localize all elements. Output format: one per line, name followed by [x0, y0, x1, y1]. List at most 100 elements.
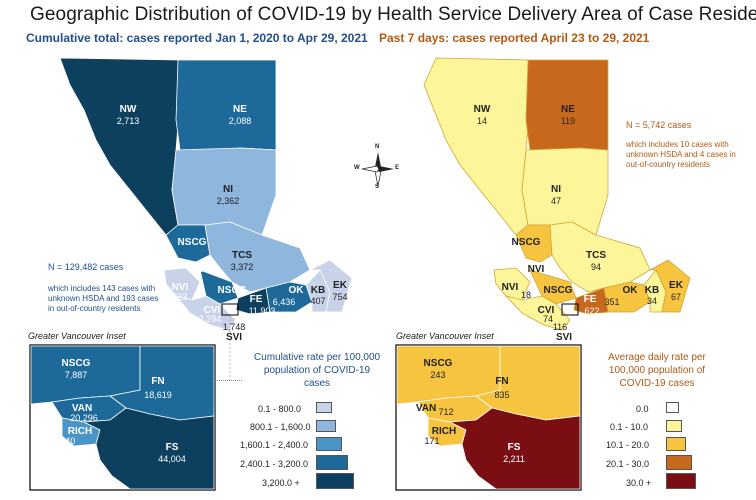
compass-n: N: [375, 144, 380, 150]
region-label-cvi-left: CVI: [204, 305, 221, 316]
inset-value-van-left: 20,296: [70, 413, 98, 423]
left-province-map: [59, 57, 353, 331]
region-nscg2-right[interactable]: [529, 269, 577, 305]
region-value-ne-left: 2,088: [229, 116, 252, 126]
region-nscg2-left[interactable]: [199, 269, 239, 305]
left-legend-label-0: 0.1 - 800.0: [258, 404, 302, 414]
region-value-ok-right: 351: [604, 297, 619, 307]
region-label-kb-left: KB: [311, 285, 325, 296]
region-label-ne-left: NE: [233, 104, 247, 115]
region-value-ni-left: 2,362: [217, 196, 240, 206]
right-panel-subtitle: Past 7 days: cases reported April 23 to …: [379, 31, 650, 45]
region-label-tcs-left: TCS: [232, 250, 252, 261]
region-label-ek-left: EK: [333, 280, 348, 291]
inset-value-fn-right: 835: [494, 390, 509, 400]
left-legend-label-3: 2,400.1 - 3,200.0: [240, 459, 309, 469]
region-value-fe-left: 11,903: [249, 306, 276, 316]
region-value-fe-right: 622: [584, 306, 599, 316]
region-label-nscg2-left: NSCG: [218, 285, 247, 296]
region-value-ek-right: 67: [671, 292, 681, 302]
region-ni-right[interactable]: [521, 147, 609, 236]
left-total: N = 129,482 cases: [48, 262, 124, 272]
region-fe-right[interactable]: [573, 287, 609, 315]
right-province-map: [423, 57, 691, 331]
inset-label-rich-right: RICH: [432, 426, 456, 437]
region-value-ek-left: 754: [332, 292, 347, 302]
region-label-ok-right: OK: [623, 285, 639, 296]
inset-value-rich-right: 171: [424, 436, 439, 446]
left-inset-map: NSCG 7,887 FN 18,619 VAN 20,296 RICH 3,6…: [29, 344, 216, 491]
inset-label-nscg-right: NSCG: [424, 358, 453, 369]
region-ek-left[interactable]: [309, 259, 353, 313]
inset-value-rich-left: 3,640: [53, 436, 76, 446]
left-legend-swatch-3: [316, 455, 348, 470]
inset-fs-right[interactable]: [448, 407, 581, 490]
right-legend-label-2: 10.1 - 20.0: [606, 440, 650, 450]
left-inset-title: Greater Vancouver Inset: [28, 331, 126, 341]
right-inset-marker: [561, 303, 579, 316]
inset-label-fn-left: FN: [151, 376, 164, 387]
inset-value-nscg-left: 7,887: [65, 370, 88, 380]
region-label-nscg-right: NSCG: [512, 237, 541, 248]
inset-value-fs-left: 44,004: [158, 454, 186, 464]
region-value-cvi-left: 2,294: [199, 314, 222, 324]
inset-label-fn-right: FN: [495, 376, 508, 387]
inset-label-fs-right: FS: [508, 442, 521, 453]
region-cvi-right[interactable]: [504, 295, 571, 331]
region-ne-left[interactable]: [175, 59, 277, 153]
inset-value-van-right: 712: [438, 407, 453, 417]
right-total: N = 5,742 cases: [626, 120, 692, 130]
right-legend-title: Average daily rate per 100,000 populatio…: [608, 352, 706, 389]
region-label-nscg2-right: NSCG: [544, 285, 573, 296]
region-label-nvi2-right: NVI: [502, 282, 519, 293]
inset-value-fn-left: 18,619: [144, 390, 172, 400]
region-label-nvi-left: NVI: [196, 264, 213, 275]
inset-label-fs-left: FS: [166, 442, 179, 453]
left-legend-swatch-4: [316, 473, 354, 489]
region-cvi-left[interactable]: [174, 295, 237, 331]
region-label-nw-right: NW: [474, 104, 491, 115]
region-ek-right[interactable]: [648, 259, 691, 313]
region-fe-left[interactable]: [235, 287, 271, 315]
page-title: Geographic Distribution of COVID-19 by H…: [30, 4, 756, 25]
left-total-note: which includes 143 cases with unknown HS…: [48, 284, 159, 313]
region-value-svi-left: 1,748: [223, 322, 246, 332]
right-legend-swatch-4: [666, 473, 696, 489]
right-inset-title: Greater Vancouver Inset: [396, 331, 494, 341]
left-legend-swatch-0: [316, 402, 332, 413]
region-value-nvi2-right: 18: [521, 290, 531, 300]
region-value-nvi2-left: 623: [172, 292, 187, 302]
left-region-labels: NW 2,713 NE 2,088 NI 2,362 NSCG TCS 3,37…: [117, 104, 348, 343]
left-leader-line: [212, 380, 242, 381]
region-nw-left[interactable]: [59, 57, 181, 236]
region-nw-right[interactable]: [423, 57, 531, 236]
right-total-note: which includes 10 cases with unknown HSD…: [626, 140, 736, 169]
right-legend-label-4: 30.0 +: [626, 478, 652, 488]
region-value-kb-right: 34: [647, 296, 657, 306]
left-legend-title: Cumulative rate per 100,000 population o…: [253, 352, 381, 389]
right-legend-label-0: 0.0: [636, 404, 649, 414]
region-label-nvi-right: NVI: [528, 264, 545, 275]
region-label-fe-right: FE: [584, 294, 597, 305]
left-legend-label-1: 800.1 - 1,600.0: [250, 422, 311, 432]
left-panel-subtitle: Cumulative total: cases reported Jan 1, …: [26, 31, 368, 45]
right-region-labels: NW 14 NE 119 NI 47 NSCG TCS 94 NVI NVI 1…: [474, 104, 684, 343]
region-label-nscg-left: NSCG: [178, 237, 207, 248]
inset-label-van-right: VAN: [416, 403, 436, 414]
region-label-cvi-right: CVI: [538, 305, 555, 316]
region-label-fe-left: FE: [250, 294, 263, 305]
region-value-ne-right: 119: [561, 116, 575, 126]
right-legend-swatch-3: [666, 455, 692, 470]
inset-fs-left[interactable]: [82, 407, 215, 490]
region-value-nw-right: 14: [477, 116, 487, 126]
region-value-nw-left: 2,713: [117, 116, 140, 126]
region-value-kb-left: 407: [310, 296, 325, 306]
region-label-ne-right: NE: [561, 104, 575, 115]
region-value-ok-left: 6,436: [273, 297, 296, 307]
region-label-svi-right: SVI: [556, 332, 572, 343]
compass-rose-icon: N S E W: [354, 144, 399, 190]
region-label-tcs-right: TCS: [586, 250, 606, 261]
region-label-ni-left: NI: [223, 184, 233, 195]
left-legend-swatch-2: [316, 437, 342, 451]
